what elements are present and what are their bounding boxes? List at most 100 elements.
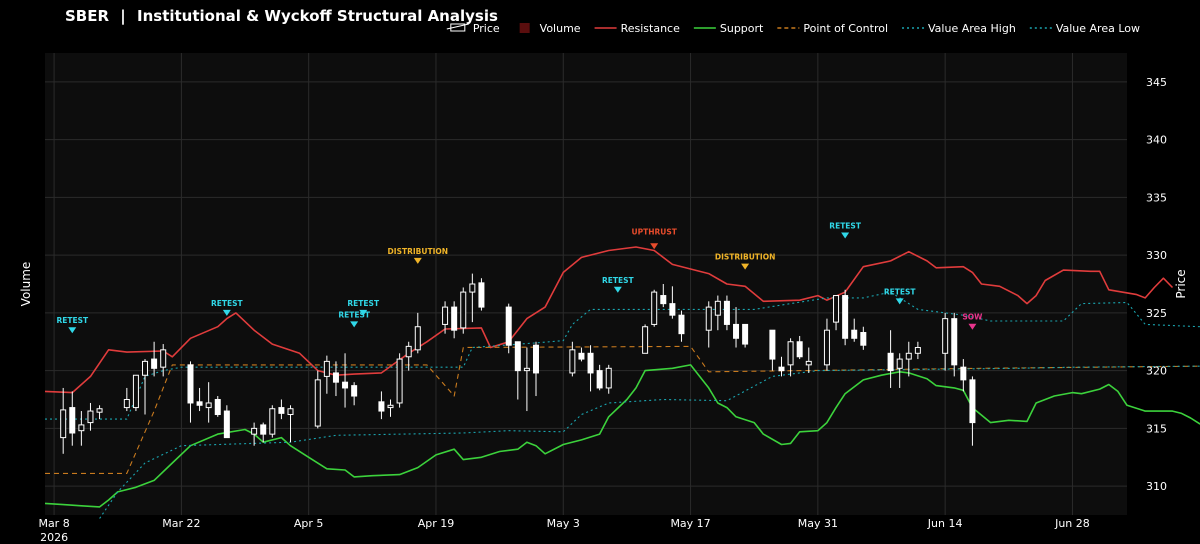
candle-body-down (378, 401, 385, 412)
candle-body-down (187, 364, 194, 404)
y-tick-label: 315 (1146, 422, 1167, 435)
candle-body-up (705, 306, 712, 331)
candle (351, 382, 358, 406)
candle (705, 301, 712, 348)
x-tick-label: Mar 8 (38, 517, 69, 530)
candle (742, 323, 749, 348)
candle (160, 344, 167, 377)
candle-body-up (160, 349, 167, 368)
x-tick-label: Apr 19 (418, 517, 455, 530)
candle (796, 335, 803, 360)
candle-body-up (287, 408, 294, 416)
chart-subtitle: Institutional & Wyckoff Structural Analy… (137, 7, 498, 25)
legend-label: Support (720, 22, 764, 35)
candle (205, 382, 212, 423)
x-tick-label: May 31 (798, 517, 838, 530)
candle (587, 345, 594, 392)
candle-body-down (278, 407, 285, 414)
candle-body-up (396, 358, 403, 404)
candle (214, 396, 221, 417)
candle-body-down (723, 300, 730, 325)
candle (123, 387, 130, 412)
annotation-retest: RETEST (602, 276, 635, 293)
candle (942, 312, 949, 371)
annotation-label: DISTRIBUTION (715, 253, 775, 262)
candle-body-down (260, 424, 267, 435)
annotation-marker (613, 286, 622, 293)
legend-item-volume: Volume (519, 22, 581, 35)
candle-body-down (351, 385, 358, 397)
candle (596, 364, 603, 391)
candle (805, 347, 812, 373)
candle-body-up (642, 326, 649, 354)
candle-body-up (132, 374, 139, 409)
candle (396, 353, 403, 408)
x-tick-label: Mar 22 (162, 517, 200, 530)
candle-body-down (742, 323, 749, 345)
candle-body-down (596, 370, 603, 389)
candle (896, 353, 903, 388)
candle-body-up (60, 409, 67, 439)
candle-body-up (823, 329, 830, 366)
y-tick-label: 330 (1146, 249, 1167, 262)
candle-body-up (314, 379, 321, 427)
candle (251, 422, 258, 446)
annotation-retest: RETEST (211, 299, 244, 316)
legend-price-swatch-line (446, 23, 469, 30)
candle-body-down (505, 306, 512, 346)
legend-label: Value Area Low (1056, 22, 1140, 35)
annotation-distribution: DISTRIBUTION (388, 247, 448, 264)
candle (142, 359, 149, 415)
y-axis-label-left: Volume (19, 262, 33, 307)
annotation-retest: RETEST (56, 316, 89, 334)
annotation-label: RETEST (884, 287, 917, 296)
candle-body-down (778, 366, 785, 372)
candle-body-up (414, 326, 421, 351)
candle (269, 405, 276, 438)
candle (387, 399, 394, 417)
candle-body-down (860, 332, 867, 346)
x-tick-label: Jun 28 (1054, 517, 1090, 530)
candle (278, 399, 285, 420)
annotation-label: RETEST (602, 276, 635, 285)
legend-label: Price (473, 22, 500, 35)
legend-label: Volume (540, 22, 581, 35)
candle (733, 307, 740, 348)
annotation-retest: RETEST (829, 221, 862, 239)
candle (187, 361, 194, 423)
candle (523, 347, 530, 412)
candle-body-down (660, 295, 667, 305)
candle-body-down (332, 372, 339, 383)
candle (605, 364, 612, 394)
annotation-retest: RETEST (347, 299, 380, 316)
value-area-high-line (45, 291, 1200, 420)
annotation-label: SOW (962, 313, 983, 322)
point-of-control-line (45, 345, 1200, 474)
candle (342, 353, 349, 408)
legend-label: Point of Control (803, 22, 888, 35)
candle-body-up (460, 291, 467, 329)
candle (451, 301, 458, 339)
candle (223, 405, 230, 439)
candle (669, 286, 676, 319)
annotation-label: UPTHRUST (632, 227, 678, 236)
chart-title-symbol: SBER (65, 7, 109, 25)
grid-lines (45, 53, 1127, 515)
candle (887, 330, 894, 388)
candle-body-down (960, 366, 967, 381)
candle (469, 273, 476, 323)
annotation-marker (413, 257, 422, 264)
candle-body-down (578, 352, 585, 360)
candle-body-down (851, 329, 858, 339)
candles-layer (60, 273, 976, 454)
candle (678, 310, 685, 342)
candle-body-down (733, 323, 740, 339)
candle (969, 376, 976, 446)
annotation-retest: RETEST (884, 287, 917, 305)
candle-body-up (914, 347, 921, 354)
candle (578, 347, 585, 362)
candle (914, 341, 921, 360)
candle-body-down (451, 306, 458, 331)
candle-body-down (796, 341, 803, 358)
